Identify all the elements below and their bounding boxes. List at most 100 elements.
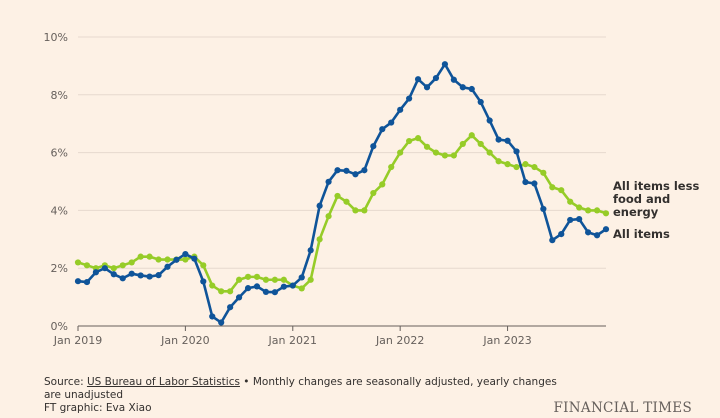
- graphic-credit: FT graphic: Eva Xiao: [44, 402, 152, 414]
- source-label: Source:: [44, 376, 87, 388]
- point-0-20: [253, 283, 261, 290]
- point-1-37: [406, 137, 413, 145]
- point-0-50: [522, 178, 529, 186]
- point-1-55: [567, 198, 574, 205]
- source-link[interactable]: US Bureau of Labor Statistics: [86, 376, 240, 388]
- point-0-7: [137, 272, 144, 279]
- x-tick-label-0: Jan 2019: [53, 334, 102, 347]
- point-0-53: [549, 237, 556, 244]
- point-1-47: [495, 158, 502, 165]
- point-0-17: [227, 304, 234, 311]
- point-0-14: [200, 278, 207, 285]
- point-1-25: [298, 285, 305, 292]
- series-0: [74, 61, 610, 326]
- point-1-46: [486, 149, 493, 156]
- point-1-15: [209, 282, 216, 289]
- series-1: [74, 132, 610, 295]
- point-1-6: [128, 259, 135, 266]
- point-1-4: [110, 265, 117, 272]
- point-0-38: [414, 76, 422, 83]
- point-1-22: [271, 276, 278, 283]
- point-0-49: [513, 148, 520, 155]
- point-0-28: [325, 178, 332, 185]
- point-0-19: [244, 285, 252, 292]
- point-0-1: [83, 278, 91, 286]
- point-1-9: [155, 256, 162, 263]
- point-0-39: [423, 84, 431, 91]
- point-0-21: [262, 288, 270, 295]
- point-0-40: [432, 74, 440, 82]
- point-1-39: [423, 143, 431, 150]
- point-0-45: [477, 98, 484, 106]
- point-0-27: [316, 202, 323, 209]
- point-0-23: [280, 283, 287, 290]
- point-1-28: [325, 213, 332, 220]
- point-1-33: [370, 189, 377, 197]
- x-tick-label-1: Jan 2020: [160, 334, 209, 347]
- chart-footer: Source: US Bureau of Labor Statistics • …: [44, 376, 564, 415]
- point-0-37: [406, 95, 413, 102]
- point-0-26: [307, 247, 314, 254]
- point-0-58: [593, 232, 601, 239]
- point-0-30: [343, 167, 350, 174]
- point-0-48: [504, 137, 511, 144]
- y-tick-label-0: 0%: [51, 320, 68, 333]
- point-1-16: [218, 288, 225, 295]
- point-0-22: [271, 289, 278, 296]
- point-0-59: [602, 226, 610, 233]
- point-0-0: [74, 278, 82, 285]
- x-tick-label-3: Jan 2022: [375, 334, 424, 347]
- point-1-29: [334, 192, 341, 200]
- legend-label-0-1: food and: [613, 192, 670, 206]
- legend-label-0-2: energy: [613, 205, 659, 219]
- point-0-56: [576, 215, 583, 223]
- series-line-0: [77, 62, 607, 324]
- inflation-line-chart: 0%2%4%6%8%10% Jan 2019 Jan 2020 Jan 2021 Ja…: [44, 31, 700, 347]
- point-0-54: [558, 230, 565, 238]
- point-1-19: [244, 273, 252, 280]
- point-1-5: [119, 262, 126, 269]
- point-1-59: [602, 210, 610, 217]
- point-0-57: [585, 229, 592, 236]
- y-tick-label-4: 4%: [51, 204, 68, 217]
- point-1-42: [450, 152, 457, 159]
- point-1-52: [540, 169, 547, 176]
- point-1-49: [513, 163, 520, 171]
- point-0-15: [209, 313, 216, 320]
- point-0-34: [379, 126, 386, 133]
- point-0-55: [567, 216, 574, 224]
- point-1-40: [432, 149, 440, 156]
- point-1-50: [522, 161, 529, 168]
- point-0-10: [164, 263, 171, 270]
- point-1-38: [414, 135, 422, 142]
- point-1-27: [316, 236, 323, 243]
- point-1-56: [576, 204, 583, 211]
- point-1-48: [504, 161, 511, 168]
- point-0-9: [155, 272, 162, 279]
- point-0-32: [361, 167, 368, 174]
- x-axis: Jan 2019 Jan 2020 Jan 2021 Jan 2022 Jan 2023: [53, 325, 606, 347]
- financial-times-logo: FINANCIAL TIMES: [553, 400, 692, 416]
- point-0-29: [334, 167, 341, 174]
- point-0-31: [352, 171, 359, 178]
- point-0-52: [540, 205, 547, 213]
- point-0-6: [128, 270, 135, 277]
- point-1-1: [83, 262, 91, 269]
- point-0-25: [298, 274, 305, 281]
- point-1-14: [200, 262, 207, 269]
- point-1-41: [441, 152, 449, 159]
- point-0-11: [173, 256, 180, 263]
- point-1-34: [379, 181, 386, 188]
- point-0-18: [235, 294, 243, 301]
- point-0-51: [531, 180, 538, 187]
- point-1-0: [74, 259, 82, 266]
- y-tick-label-8: 8%: [51, 89, 68, 102]
- point-1-20: [253, 273, 261, 280]
- point-1-44: [468, 132, 475, 139]
- point-1-35: [388, 163, 395, 171]
- point-1-21: [262, 276, 270, 283]
- source-note: • Monthly changes are seasonally adjuste…: [44, 376, 557, 401]
- point-1-17: [227, 288, 234, 295]
- point-0-41: [441, 61, 449, 68]
